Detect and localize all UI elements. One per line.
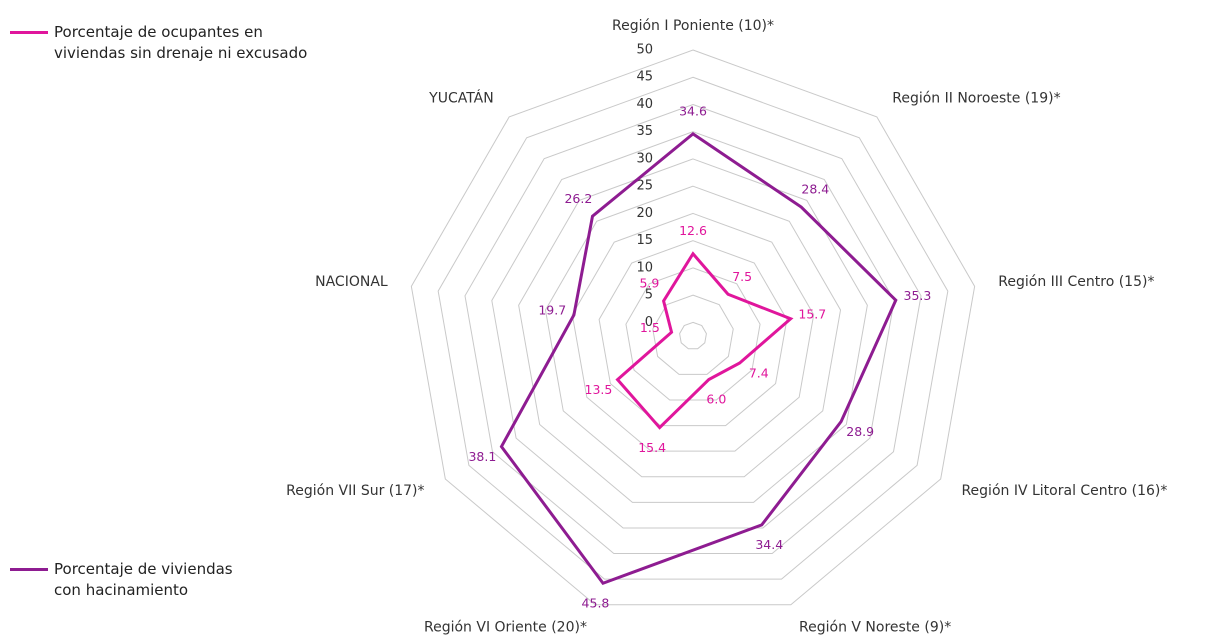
grid-ring [437, 76, 949, 580]
category-label: Región II Noroeste (19)* [892, 91, 1060, 107]
series-line [499, 132, 898, 586]
legend-swatch [10, 31, 48, 34]
y-tick-label: 40 [636, 97, 653, 112]
grid-ring [598, 240, 788, 427]
value-label: 15.7 [798, 306, 826, 321]
y-tick-label: 50 [636, 43, 653, 58]
y-tick-label: 10 [636, 260, 653, 275]
category-label: NACIONAL [315, 274, 388, 290]
value-label: 5.9 [639, 276, 659, 291]
grid-ring [625, 267, 761, 401]
value-label: 28.4 [801, 182, 829, 197]
value-label: 45.8 [582, 595, 610, 610]
legend-label: Porcentaje de viviendas con hacinamiento [54, 560, 233, 599]
value-label: 7.5 [732, 269, 752, 284]
series-line [615, 251, 794, 430]
y-tick-label: 0 [645, 315, 653, 330]
category-label: Región I Poniente (10)* [612, 18, 774, 34]
grid-ring [464, 103, 922, 555]
y-tick-label: 45 [636, 70, 653, 85]
grid-ring [571, 212, 815, 452]
value-label: 6.0 [706, 392, 726, 407]
grid-ring [518, 158, 868, 503]
legend-entry: Porcentaje de ocupantes en viviendas sin… [10, 22, 330, 64]
category-label: Región VII Sur (17)* [286, 483, 424, 499]
value-label: 12.6 [679, 223, 707, 238]
value-label: 26.2 [564, 191, 592, 206]
legend-entry: Porcentaje de viviendas con hacinamiento [10, 559, 270, 601]
y-tick-label: 5 [645, 288, 653, 303]
value-label: 7.4 [749, 365, 769, 380]
y-tick-label: 25 [636, 179, 653, 194]
value-label: 19.7 [538, 303, 566, 318]
category-label: Región VI Oriente (20)* [424, 619, 587, 635]
grid-ring [544, 185, 842, 478]
category-label: YUCATÁN [428, 90, 494, 107]
value-label: 34.4 [755, 537, 783, 552]
grid-ring [491, 131, 895, 529]
value-label: 38.1 [468, 449, 496, 464]
y-tick-label: 30 [636, 151, 653, 166]
legend-swatch [10, 568, 48, 571]
value-label: 28.9 [846, 424, 874, 439]
category-label: Región III Centro (15)* [998, 274, 1154, 290]
value-label: 1.5 [640, 320, 660, 335]
value-label: 15.4 [638, 440, 666, 455]
value-label: 35.3 [904, 288, 932, 303]
y-tick-label: 35 [636, 124, 653, 139]
category-label: Región V Noreste (9)* [799, 619, 951, 635]
category-label: Región IV Litoral Centro (16)* [961, 483, 1167, 499]
value-label: 13.5 [585, 382, 613, 397]
grid-ring [652, 294, 734, 375]
grid-ring [410, 49, 976, 606]
y-tick-label: 15 [636, 233, 653, 248]
grid-ring [679, 321, 707, 350]
y-tick-label: 20 [636, 206, 653, 221]
value-label: 34.6 [679, 103, 707, 118]
legend-label: Porcentaje de ocupantes en viviendas sin… [54, 23, 308, 62]
